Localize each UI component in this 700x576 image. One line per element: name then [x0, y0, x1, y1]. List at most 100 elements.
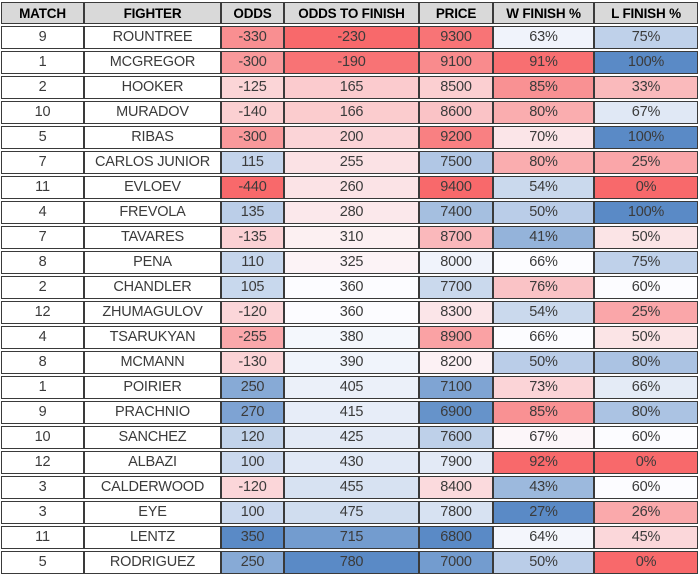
cell-match: 8	[1, 351, 84, 374]
cell-price: 8000	[419, 251, 493, 274]
cell-odds: -135	[221, 226, 284, 249]
cell-fighter: ZHUMAGULOV	[84, 301, 221, 324]
cell-odds: 270	[221, 401, 284, 424]
cell-odds-to-finish: 200	[284, 126, 419, 149]
cell-odds: -300	[221, 51, 284, 74]
cell-match: 11	[1, 176, 84, 199]
cell-price: 7500	[419, 151, 493, 174]
cell-odds: 115	[221, 151, 284, 174]
cell-price: 7100	[419, 376, 493, 399]
cell-fighter: PENA	[84, 251, 221, 274]
cell-price: 7700	[419, 276, 493, 299]
cell-odds: 250	[221, 376, 284, 399]
cell-odds-to-finish: 360	[284, 301, 419, 324]
cell-match: 12	[1, 301, 84, 324]
cell-price: 7800	[419, 501, 493, 524]
cell-match: 10	[1, 426, 84, 449]
column-header-l-finish-pct: L FINISH %	[594, 2, 698, 24]
cell-l-finish-pct: 25%	[594, 301, 698, 324]
cell-price: 7000	[419, 551, 493, 574]
column-header-price: PRICE	[419, 2, 493, 24]
table-row: 9 PRACHNIO 270 415 6900 85% 80%	[1, 401, 698, 424]
cell-odds: 135	[221, 201, 284, 224]
cell-price: 8600	[419, 101, 493, 124]
cell-fighter: CARLOS JUNIOR	[84, 151, 221, 174]
header-row: MATCH FIGHTER ODDS ODDS TO FINISH PRICE …	[1, 2, 698, 24]
cell-price: 7900	[419, 451, 493, 474]
cell-match: 10	[1, 101, 84, 124]
cell-odds-to-finish: 455	[284, 476, 419, 499]
cell-odds-to-finish: 780	[284, 551, 419, 574]
table-row: 10 MURADOV -140 166 8600 80% 67%	[1, 101, 698, 124]
table-row: 7 TAVARES -135 310 8700 41% 50%	[1, 226, 698, 249]
cell-l-finish-pct: 0%	[594, 176, 698, 199]
column-header-match: MATCH	[1, 2, 84, 24]
cell-price: 7400	[419, 201, 493, 224]
cell-match: 5	[1, 126, 84, 149]
cell-fighter: LENTZ	[84, 526, 221, 549]
cell-odds-to-finish: 430	[284, 451, 419, 474]
cell-fighter: RODRIGUEZ	[84, 551, 221, 574]
cell-l-finish-pct: 0%	[594, 451, 698, 474]
cell-w-finish-pct: 80%	[493, 151, 594, 174]
cell-odds-to-finish: 390	[284, 351, 419, 374]
cell-fighter: TAVARES	[84, 226, 221, 249]
cell-odds-to-finish: -230	[284, 26, 419, 49]
cell-w-finish-pct: 85%	[493, 401, 594, 424]
table-row: 2 HOOKER -125 165 8500 85% 33%	[1, 76, 698, 99]
cell-w-finish-pct: 73%	[493, 376, 594, 399]
cell-fighter: MCGREGOR	[84, 51, 221, 74]
table-row: 3 CALDERWOOD -120 455 8400 43% 60%	[1, 476, 698, 499]
cell-price: 9300	[419, 26, 493, 49]
cell-match: 3	[1, 501, 84, 524]
cell-match: 11	[1, 526, 84, 549]
cell-match: 12	[1, 451, 84, 474]
cell-fighter: POIRIER	[84, 376, 221, 399]
cell-l-finish-pct: 50%	[594, 326, 698, 349]
cell-odds-to-finish: 255	[284, 151, 419, 174]
table-row: 9 ROUNTREE -330 -230 9300 63% 75%	[1, 26, 698, 49]
cell-odds-to-finish: 166	[284, 101, 419, 124]
table-row: 5 RODRIGUEZ 250 780 7000 50% 0%	[1, 551, 698, 574]
cell-l-finish-pct: 100%	[594, 51, 698, 74]
cell-l-finish-pct: 80%	[594, 351, 698, 374]
cell-odds: -120	[221, 301, 284, 324]
table-row: 11 EVLOEV -440 260 9400 54% 0%	[1, 176, 698, 199]
cell-price: 9200	[419, 126, 493, 149]
cell-w-finish-pct: 85%	[493, 76, 594, 99]
cell-w-finish-pct: 67%	[493, 426, 594, 449]
cell-odds: -440	[221, 176, 284, 199]
cell-odds-to-finish: 475	[284, 501, 419, 524]
cell-match: 2	[1, 76, 84, 99]
cell-fighter: MURADOV	[84, 101, 221, 124]
table-row: 1 POIRIER 250 405 7100 73% 66%	[1, 376, 698, 399]
cell-l-finish-pct: 80%	[594, 401, 698, 424]
cell-match: 4	[1, 201, 84, 224]
table-row: 8 PENA 110 325 8000 66% 75%	[1, 251, 698, 274]
cell-match: 1	[1, 51, 84, 74]
cell-fighter: RIBAS	[84, 126, 221, 149]
cell-price: 8500	[419, 76, 493, 99]
cell-odds-to-finish: -190	[284, 51, 419, 74]
cell-odds-to-finish: 260	[284, 176, 419, 199]
cell-w-finish-pct: 66%	[493, 251, 594, 274]
cell-l-finish-pct: 67%	[594, 101, 698, 124]
cell-match: 2	[1, 276, 84, 299]
cell-l-finish-pct: 26%	[594, 501, 698, 524]
cell-odds: 110	[221, 251, 284, 274]
cell-odds-to-finish: 360	[284, 276, 419, 299]
column-header-w-finish-pct: W FINISH %	[493, 2, 594, 24]
table-row: 11 LENTZ 350 715 6800 64% 45%	[1, 526, 698, 549]
cell-odds: -140	[221, 101, 284, 124]
cell-w-finish-pct: 76%	[493, 276, 594, 299]
cell-l-finish-pct: 60%	[594, 426, 698, 449]
cell-fighter: ALBAZI	[84, 451, 221, 474]
cell-fighter: TSARUKYAN	[84, 326, 221, 349]
cell-price: 8900	[419, 326, 493, 349]
column-header-fighter: FIGHTER	[84, 2, 221, 24]
cell-price: 6900	[419, 401, 493, 424]
cell-odds: 250	[221, 551, 284, 574]
cell-l-finish-pct: 100%	[594, 126, 698, 149]
